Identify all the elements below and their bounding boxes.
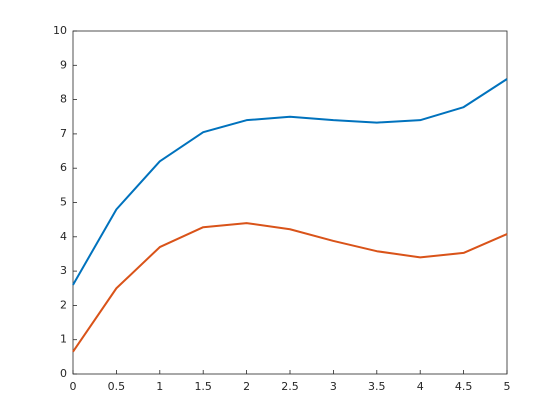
y-tick-label: 5 [60, 196, 67, 209]
x-tick-label: 5 [504, 380, 511, 393]
y-tick-label: 7 [60, 127, 67, 140]
x-tick-label: 1.5 [194, 380, 212, 393]
x-tick-label: 3 [330, 380, 337, 393]
y-tick-label: 4 [60, 230, 67, 243]
x-tick-label: 3.5 [368, 380, 386, 393]
x-tick-label: 2 [243, 380, 250, 393]
y-tick-label: 9 [60, 58, 67, 71]
y-tick-label: 1 [60, 333, 67, 346]
x-tick-label: 0 [70, 380, 77, 393]
plot-box [72, 30, 508, 375]
y-tick-label: 10 [53, 24, 67, 37]
x-tick-label: 4.5 [455, 380, 473, 393]
y-tick-label: 6 [60, 161, 67, 174]
x-tick-label: 0.5 [108, 380, 126, 393]
line [72, 78, 508, 286]
y-tick-label: 0 [60, 367, 67, 380]
x-tick-label: 4 [417, 380, 424, 393]
y-tick-label: 8 [60, 93, 67, 106]
x-tick-label: 1 [156, 380, 163, 393]
y-tick-label: 3 [60, 264, 67, 277]
line [72, 222, 508, 353]
y-tick-label: 2 [60, 298, 67, 311]
x-tick-label: 2.5 [281, 380, 299, 393]
